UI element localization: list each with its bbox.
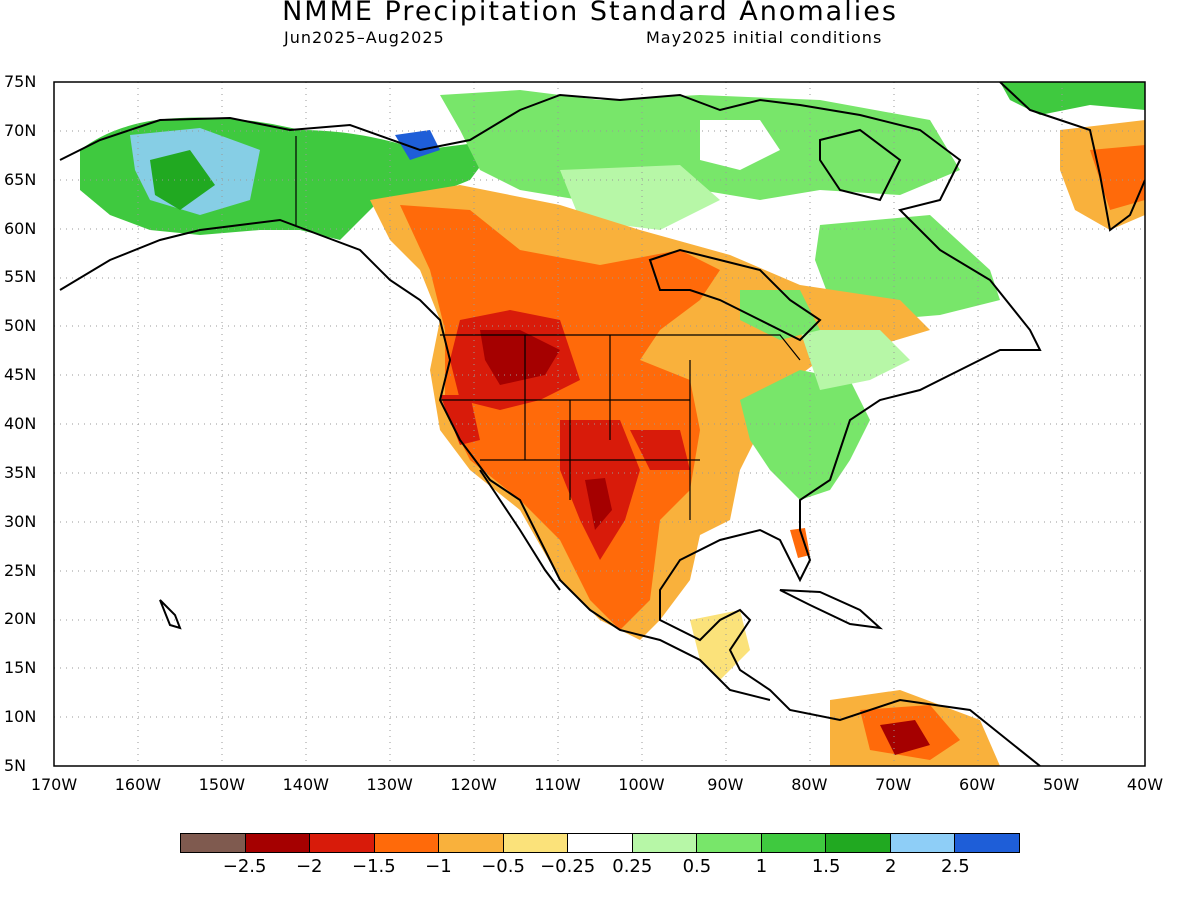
legend-label: 1.5 <box>811 856 841 877</box>
latitude-label: 55N <box>4 267 37 287</box>
legend-label: −1 <box>425 856 452 877</box>
arctic-light-wet <box>560 165 720 230</box>
longitude-label: 130W <box>366 775 413 794</box>
latitude-label: 60N <box>4 218 37 238</box>
longitude-label: 90W <box>707 775 744 794</box>
florida-dry <box>790 528 810 558</box>
legend-swatch <box>632 834 698 852</box>
legend-label: 2.5 <box>941 856 970 877</box>
anomaly-fields <box>80 82 1145 766</box>
state-borders <box>295 136 801 520</box>
longitude-label: 40W <box>1126 775 1164 794</box>
canada-south-wet <box>740 290 820 340</box>
south-america-extreme <box>880 720 930 755</box>
latitude-label: 25N <box>4 560 37 580</box>
legend-label: −2.5 <box>222 856 267 877</box>
longitude-label: 100W <box>618 775 665 794</box>
latitude-label: 65N <box>4 169 37 189</box>
map-frame <box>53 81 1146 767</box>
latitude-label: 15N <box>4 658 37 678</box>
hawaii <box>159 599 182 630</box>
legend-swatch <box>245 834 311 852</box>
latitude-label: 70N <box>4 120 37 140</box>
longitude-label: 160W <box>114 775 162 794</box>
greenland-coast <box>999 82 1145 232</box>
baffin-island <box>819 128 902 202</box>
legend-swatch <box>439 834 504 852</box>
legend-swatch <box>568 834 633 852</box>
longitude-label: 50W <box>1042 775 1080 794</box>
legend-swatch <box>890 834 956 852</box>
latitude-label: 40N <box>4 414 37 433</box>
map-title: NMME Precipitation Standard Anomalies <box>282 0 898 27</box>
latitude-label: 5N <box>4 756 27 775</box>
longitude-label: 120W <box>450 775 497 794</box>
california-severe <box>440 395 480 445</box>
longitude-label: 140W <box>282 775 329 794</box>
latitude-label: 35N <box>4 462 37 482</box>
legend-swatch <box>761 834 827 852</box>
quebec-wet <box>815 215 1000 320</box>
legend-swatch <box>826 834 891 852</box>
legend-label: −0.5 <box>481 856 525 877</box>
longitude-label: 170W <box>30 775 78 794</box>
initial-conditions-label: May2025 initial conditions <box>646 28 883 47</box>
greenland-very-dry <box>1090 145 1145 210</box>
graticule <box>54 82 1145 766</box>
legend-swatch <box>374 834 440 852</box>
latitude-label: 75N <box>4 72 37 91</box>
latitude-label: 30N <box>4 511 37 531</box>
longitude-label: 150W <box>198 775 246 794</box>
legend-swatch <box>181 834 246 852</box>
legend-swatch <box>955 834 1019 852</box>
arctic-white <box>700 120 780 170</box>
longitude-label: 70W <box>875 775 912 794</box>
legend-label: 2 <box>885 856 897 877</box>
latitude-label: 20N <box>4 609 37 629</box>
west-dry-core <box>400 205 720 630</box>
legend-label: 1 <box>755 856 768 877</box>
baja-coast <box>479 469 561 591</box>
season-label: Jun2025–Aug2025 <box>284 28 445 47</box>
legend-label: 0.25 <box>612 856 653 877</box>
east-wet-region <box>740 370 870 500</box>
hudson-bay-shore <box>648 248 822 342</box>
latitude-label: 10N <box>4 707 37 727</box>
southwest-extreme <box>585 478 612 530</box>
central-america-dry <box>690 610 750 680</box>
legend-swatch <box>310 834 375 852</box>
north-america-coastline <box>59 93 1042 766</box>
legend-label: 0.5 <box>682 856 712 877</box>
longitude-label: 80W <box>791 775 828 794</box>
canada-us-border <box>440 334 801 361</box>
legend-label: −0.25 <box>540 856 596 877</box>
legend-label: −2 <box>295 856 323 877</box>
latitude-label: 45N <box>4 365 37 385</box>
cuba <box>779 589 884 630</box>
legend-swatch <box>697 834 762 852</box>
greenland-wet <box>1000 82 1145 115</box>
east-light-wet <box>800 330 910 390</box>
color-legend <box>180 833 1020 853</box>
legend-swatch <box>503 834 569 852</box>
alaska-green <box>150 150 215 210</box>
longitude-label: 60W <box>959 775 996 794</box>
longitude-label: 110W <box>534 775 581 794</box>
coastlines <box>59 82 1145 766</box>
west-coastline <box>59 218 771 701</box>
northwest-extreme <box>480 330 560 385</box>
legend-label: −1.5 <box>351 856 396 877</box>
alaska-blue-spot <box>395 130 440 160</box>
latitude-label: 50N <box>4 316 37 336</box>
